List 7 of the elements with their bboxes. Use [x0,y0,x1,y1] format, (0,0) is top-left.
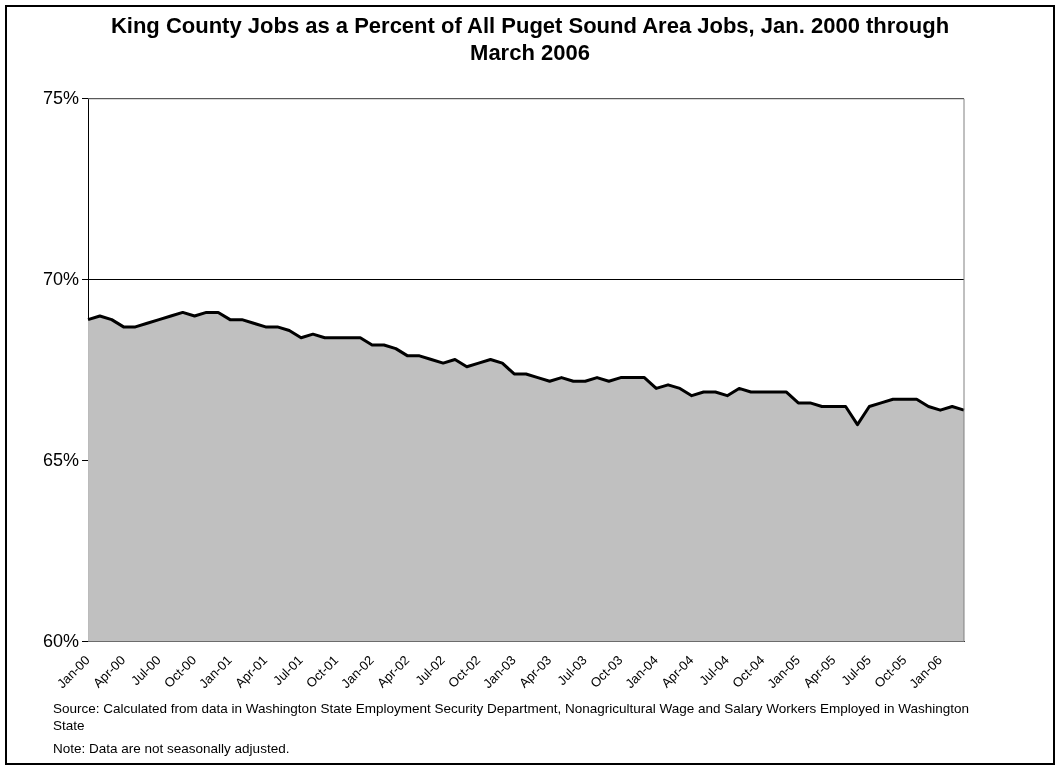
text: Note: Data are not seasonally adjusted. [53,740,291,757]
y-tick-label: 75% [43,87,80,108]
chart-title: King County Jobs as a Percent of All Puget Sound Area Jobs, Jan. 2000 through March 2006 [109,12,951,66]
y-tick-label: 60% [43,630,80,651]
y-tick-label: 70% [43,268,80,289]
source-note: Source: Calculated from data in Washington State Employment Security Department, Nonagricultural Wage and Salary Workers Employed in Washington State [53,700,970,734]
y-tick-label: 65% [43,449,80,470]
